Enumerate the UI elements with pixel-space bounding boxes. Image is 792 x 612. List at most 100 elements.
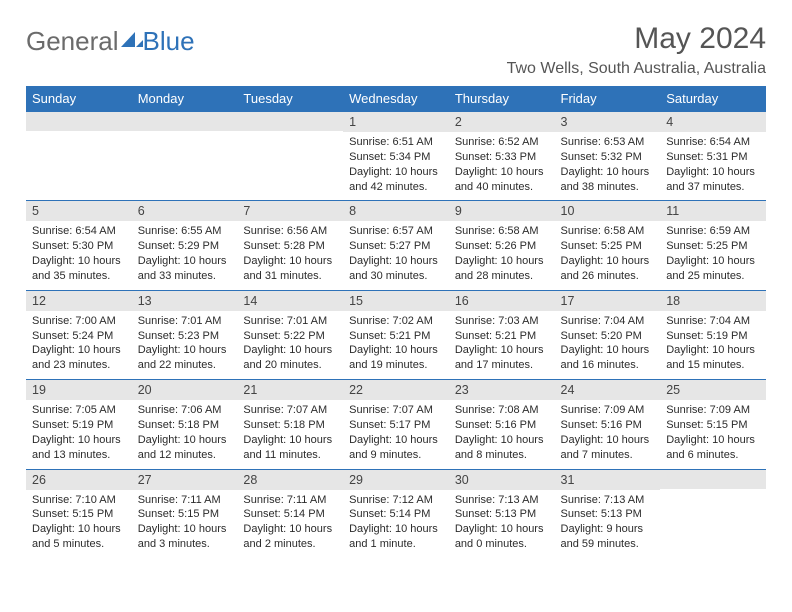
detail-line: Sunrise: 7:11 AM [243, 493, 337, 508]
detail-line: and 42 minutes. [349, 180, 443, 195]
detail-line: Sunset: 5:24 PM [32, 329, 126, 344]
detail-line: Daylight: 10 hours [349, 343, 443, 358]
day-number: 5 [26, 200, 132, 221]
detail-line: Daylight: 10 hours [349, 165, 443, 180]
detail-line: Daylight: 10 hours [138, 433, 232, 448]
day-number: 3 [555, 111, 661, 132]
detail-line: Sunrise: 6:52 AM [455, 135, 549, 150]
calendar-cell: 28Sunrise: 7:11 AMSunset: 5:14 PMDayligh… [237, 469, 343, 558]
day-number: 11 [660, 200, 766, 221]
calendar-cell: 27Sunrise: 7:11 AMSunset: 5:15 PMDayligh… [132, 469, 238, 558]
detail-line: Sunrise: 7:09 AM [666, 403, 760, 418]
detail-line: and 38 minutes. [561, 180, 655, 195]
detail-line: Sunrise: 6:51 AM [349, 135, 443, 150]
detail-line: Sunset: 5:25 PM [666, 239, 760, 254]
detail-line: and 0 minutes. [455, 537, 549, 552]
day-number: 19 [26, 379, 132, 400]
detail-line: Daylight: 10 hours [455, 165, 549, 180]
detail-line: Sunset: 5:17 PM [349, 418, 443, 433]
day-number: 1 [343, 111, 449, 132]
detail-line: Sunrise: 7:02 AM [349, 314, 443, 329]
location-text: Two Wells, South Australia, Australia [507, 60, 766, 78]
calendar-cell: 23Sunrise: 7:08 AMSunset: 5:16 PMDayligh… [449, 379, 555, 468]
detail-line: Sunrise: 6:54 AM [666, 135, 760, 150]
day-number: 7 [237, 200, 343, 221]
day-detail: Sunrise: 7:07 AMSunset: 5:17 PMDaylight:… [343, 400, 449, 462]
detail-line: Daylight: 10 hours [349, 254, 443, 269]
detail-line: Sunset: 5:18 PM [243, 418, 337, 433]
detail-line: Sunrise: 6:58 AM [455, 224, 549, 239]
calendar-body: 1Sunrise: 6:51 AMSunset: 5:34 PMDaylight… [26, 111, 766, 558]
day-number: 13 [132, 290, 238, 311]
calendar-cell: 31Sunrise: 7:13 AMSunset: 5:13 PMDayligh… [555, 469, 661, 558]
sail-icon [121, 32, 143, 50]
day-detail: Sunrise: 6:55 AMSunset: 5:29 PMDaylight:… [132, 221, 238, 283]
detail-line: and 5 minutes. [32, 537, 126, 552]
detail-line: and 19 minutes. [349, 358, 443, 373]
calendar-cell: 26Sunrise: 7:10 AMSunset: 5:15 PMDayligh… [26, 469, 132, 558]
detail-line: Sunset: 5:34 PM [349, 150, 443, 165]
day-detail: Sunrise: 6:57 AMSunset: 5:27 PMDaylight:… [343, 221, 449, 283]
detail-line: and 6 minutes. [666, 448, 760, 463]
detail-line: and 28 minutes. [455, 269, 549, 284]
detail-line: Sunrise: 7:01 AM [138, 314, 232, 329]
detail-line: Daylight: 10 hours [138, 522, 232, 537]
day-detail: Sunrise: 7:02 AMSunset: 5:21 PMDaylight:… [343, 311, 449, 373]
weekday-header: Tuesday [237, 86, 343, 111]
detail-line: and 20 minutes. [243, 358, 337, 373]
detail-line: Daylight: 10 hours [32, 433, 126, 448]
day-number: 12 [26, 290, 132, 311]
day-detail: Sunrise: 7:07 AMSunset: 5:18 PMDaylight:… [237, 400, 343, 462]
day-detail: Sunrise: 7:01 AMSunset: 5:23 PMDaylight:… [132, 311, 238, 373]
detail-line: and 30 minutes. [349, 269, 443, 284]
detail-line: and 22 minutes. [138, 358, 232, 373]
day-detail: Sunrise: 7:09 AMSunset: 5:15 PMDaylight:… [660, 400, 766, 462]
weekday-header: Friday [555, 86, 661, 111]
day-detail: Sunrise: 7:11 AMSunset: 5:14 PMDaylight:… [237, 490, 343, 552]
calendar-cell: 4Sunrise: 6:54 AMSunset: 5:31 PMDaylight… [660, 111, 766, 200]
detail-line: Sunset: 5:14 PM [243, 507, 337, 522]
day-number: 30 [449, 469, 555, 490]
calendar-cell: 14Sunrise: 7:01 AMSunset: 5:22 PMDayligh… [237, 290, 343, 379]
calendar-cell: 10Sunrise: 6:58 AMSunset: 5:25 PMDayligh… [555, 200, 661, 289]
day-number [660, 469, 766, 489]
detail-line: Sunrise: 6:54 AM [32, 224, 126, 239]
detail-line: Sunrise: 7:13 AM [561, 493, 655, 508]
title-block: May 2024 Two Wells, South Australia, Aus… [507, 22, 766, 78]
day-detail: Sunrise: 7:13 AMSunset: 5:13 PMDaylight:… [555, 490, 661, 552]
detail-line: Sunrise: 7:01 AM [243, 314, 337, 329]
detail-line: Sunset: 5:19 PM [32, 418, 126, 433]
day-number: 16 [449, 290, 555, 311]
detail-line: and 35 minutes. [32, 269, 126, 284]
detail-line: and 40 minutes. [455, 180, 549, 195]
day-number: 20 [132, 379, 238, 400]
brand-part1: General [26, 26, 119, 57]
detail-line: and 12 minutes. [138, 448, 232, 463]
day-number: 29 [343, 469, 449, 490]
day-number: 28 [237, 469, 343, 490]
detail-line: Sunrise: 6:57 AM [349, 224, 443, 239]
day-detail: Sunrise: 7:13 AMSunset: 5:13 PMDaylight:… [449, 490, 555, 552]
calendar-cell: 20Sunrise: 7:06 AMSunset: 5:18 PMDayligh… [132, 379, 238, 468]
calendar-week-row: 12Sunrise: 7:00 AMSunset: 5:24 PMDayligh… [26, 290, 766, 379]
detail-line: Sunset: 5:16 PM [455, 418, 549, 433]
weekday-header-row: Sunday Monday Tuesday Wednesday Thursday… [26, 86, 766, 111]
detail-line: and 1 minute. [349, 537, 443, 552]
detail-line: and 26 minutes. [561, 269, 655, 284]
day-detail: Sunrise: 7:06 AMSunset: 5:18 PMDaylight:… [132, 400, 238, 462]
calendar-cell: 15Sunrise: 7:02 AMSunset: 5:21 PMDayligh… [343, 290, 449, 379]
detail-line: and 11 minutes. [243, 448, 337, 463]
calendar-cell: 13Sunrise: 7:01 AMSunset: 5:23 PMDayligh… [132, 290, 238, 379]
detail-line: Sunset: 5:13 PM [561, 507, 655, 522]
detail-line: Sunrise: 6:58 AM [561, 224, 655, 239]
calendar-cell: 18Sunrise: 7:04 AMSunset: 5:19 PMDayligh… [660, 290, 766, 379]
calendar-cell: 19Sunrise: 7:05 AMSunset: 5:19 PMDayligh… [26, 379, 132, 468]
page-header: General Blue May 2024 Two Wells, South A… [26, 22, 766, 78]
detail-line: and 59 minutes. [561, 537, 655, 552]
detail-line: Sunset: 5:15 PM [138, 507, 232, 522]
brand-part2: Blue [143, 26, 195, 57]
detail-line: Daylight: 10 hours [561, 254, 655, 269]
day-number [132, 111, 238, 131]
detail-line: Sunset: 5:18 PM [138, 418, 232, 433]
detail-line: Daylight: 10 hours [349, 522, 443, 537]
